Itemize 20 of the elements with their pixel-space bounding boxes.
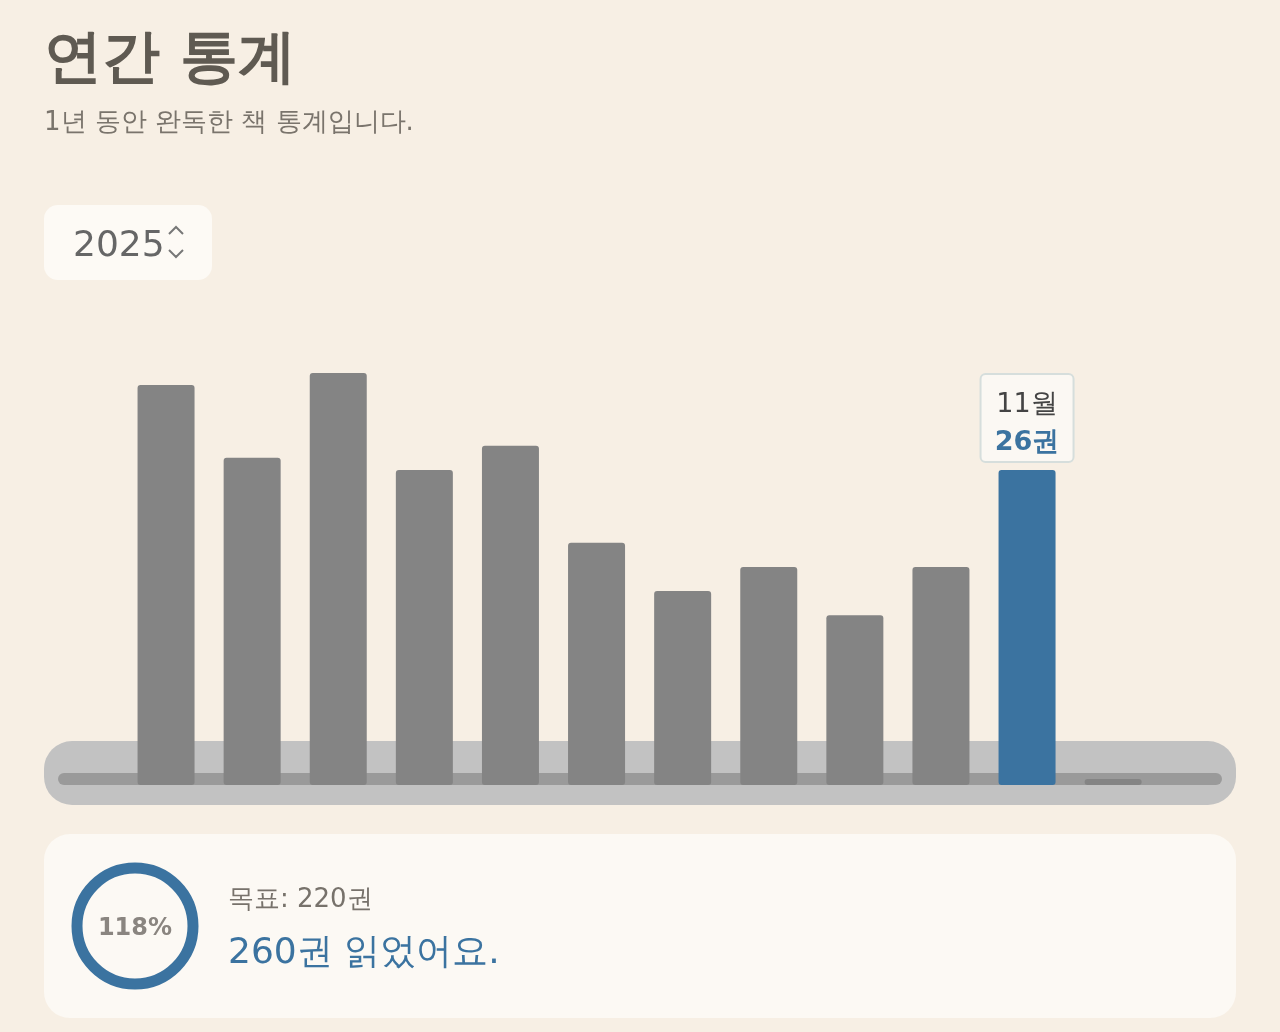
chart-title: 연간 통계	[44, 22, 297, 90]
bar	[309, 373, 367, 785]
bar	[568, 542, 626, 785]
text: 목표: 220권	[228, 883, 373, 913]
bar	[395, 469, 453, 785]
text: 2025	[73, 223, 165, 264]
text: 260권 읽었어요.	[228, 930, 500, 971]
bar	[998, 469, 1056, 785]
bar	[1084, 778, 1142, 785]
data-label: 26권	[994, 424, 1060, 456]
bar	[826, 615, 884, 785]
bar	[137, 385, 195, 785]
bar	[740, 566, 798, 785]
bar	[223, 457, 281, 785]
annotation: 11월	[996, 386, 1058, 418]
text: 118%	[97, 913, 173, 941]
bar	[481, 445, 539, 785]
bar	[654, 591, 712, 785]
chart-subtitle: 1년 동안 완독한 책 통계입니다.	[44, 106, 414, 136]
bar	[912, 566, 970, 785]
